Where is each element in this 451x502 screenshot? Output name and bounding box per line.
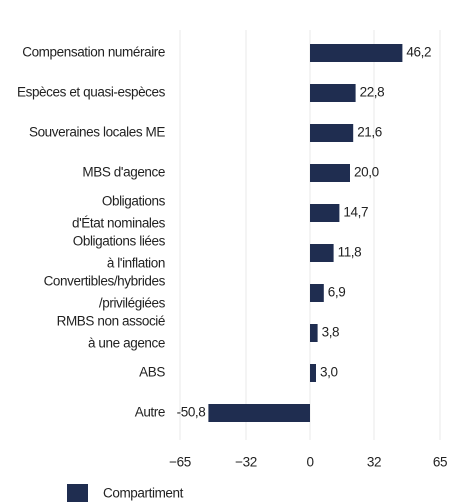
x-tick-label: 65 <box>433 455 447 470</box>
value-label: 20,0 <box>354 165 379 180</box>
y-tick-label: RMBS non associé <box>57 314 165 329</box>
bar <box>310 164 350 182</box>
value-label: 6,9 <box>328 285 346 300</box>
bar <box>310 124 354 142</box>
bar <box>310 84 356 102</box>
bar <box>310 284 324 302</box>
bar <box>310 364 316 382</box>
bar <box>310 44 403 62</box>
x-tick-label: 32 <box>367 455 381 470</box>
x-tick-label: 0 <box>306 455 313 470</box>
x-tick-label: −32 <box>235 455 257 470</box>
y-tick-label: Obligations <box>102 194 166 209</box>
legend-label: Compartiment <box>103 486 184 501</box>
y-tick-label: MBS d'agence <box>82 165 165 180</box>
value-label: 21,6 <box>357 125 382 140</box>
y-tick-label: à une agence <box>88 336 165 351</box>
y-tick-label: Souveraines locales ME <box>29 125 165 140</box>
bar <box>208 404 310 422</box>
y-tick-label: Obligations liées <box>73 234 166 249</box>
y-tick-label: d'État nominales <box>72 216 166 231</box>
value-label: 14,7 <box>343 205 368 220</box>
value-label: -50,8 <box>177 405 206 420</box>
y-tick-label: ABS <box>139 365 165 380</box>
bar <box>310 204 340 222</box>
value-label: 3,0 <box>320 365 338 380</box>
y-tick-label: à l'inflation <box>107 256 165 271</box>
value-label: 22,8 <box>360 85 385 100</box>
y-tick-label: /privilégiées <box>99 296 166 311</box>
y-tick-label: Autre <box>135 405 165 420</box>
x-tick-label: −65 <box>169 455 191 470</box>
bar <box>310 244 334 262</box>
legend-swatch <box>67 484 88 502</box>
y-tick-label: Convertibles/hybrides <box>44 274 166 289</box>
bar <box>310 324 318 342</box>
y-tick-label: Compensation numéraire <box>22 45 165 60</box>
value-label: 11,8 <box>338 245 362 260</box>
y-tick-label: Espèces et quasi-espèces <box>17 85 166 100</box>
value-label: 3,8 <box>322 325 340 340</box>
value-label: 46,2 <box>406 45 431 60</box>
